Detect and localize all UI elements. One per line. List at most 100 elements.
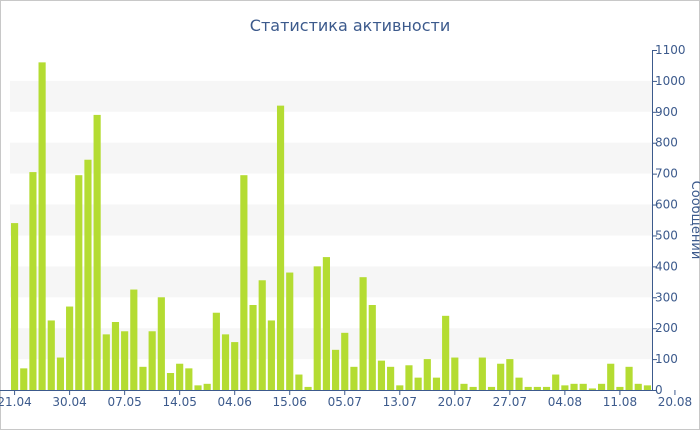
- y-tick-label: 300: [655, 290, 678, 304]
- bar: [75, 175, 83, 390]
- bar: [212, 312, 220, 390]
- bar: [276, 105, 285, 391]
- bar: [295, 374, 303, 390]
- bar: [231, 342, 239, 390]
- bar: [359, 277, 367, 390]
- grid-band: [10, 204, 652, 236]
- y-tick-label: 400: [655, 259, 678, 273]
- bar: [47, 320, 55, 390]
- bar: [451, 357, 459, 390]
- bar: [616, 386, 624, 390]
- bar: [506, 359, 514, 390]
- bar: [249, 305, 257, 390]
- y-tick-label: 700: [655, 167, 678, 181]
- x-tick-label: 27.07: [493, 395, 527, 409]
- bar: [332, 349, 340, 390]
- bar: [203, 383, 211, 390]
- bar: [139, 366, 147, 390]
- bar: [267, 320, 275, 390]
- bars-group: [11, 62, 651, 391]
- x-tick-label: 11.08: [603, 395, 637, 409]
- bar: [515, 377, 523, 390]
- bar: [588, 388, 596, 390]
- y-tick-label: 0: [655, 383, 663, 397]
- bar: [423, 359, 431, 390]
- y-tick-label: 1100: [655, 43, 686, 57]
- bar: [93, 114, 101, 390]
- grid-bands: [10, 80, 652, 360]
- bar: [176, 363, 184, 390]
- x-tick-label: 04.06: [218, 395, 252, 409]
- bar: [643, 385, 651, 390]
- bar: [286, 272, 294, 390]
- y-tick-label: 800: [655, 136, 678, 150]
- bar: [240, 175, 248, 390]
- bar: [350, 366, 358, 390]
- x-tick-label: 13.07: [383, 395, 417, 409]
- y-tick-label: 200: [655, 321, 678, 335]
- bar: [625, 366, 633, 390]
- bar: [20, 368, 28, 390]
- bar: [313, 266, 321, 390]
- bar: [396, 385, 404, 390]
- y-tick-label: 100: [655, 352, 678, 366]
- x-tick-label: 21.04: [0, 395, 32, 409]
- bar: [341, 332, 349, 390]
- y-tick-label: 1000: [655, 74, 686, 88]
- bar: [469, 386, 477, 390]
- bar: [442, 315, 450, 390]
- chart-title: Статистика активности: [250, 16, 450, 35]
- x-tick-label: 07.05: [107, 395, 141, 409]
- bar: [414, 377, 422, 390]
- bar: [38, 62, 46, 390]
- bar: [460, 383, 468, 390]
- bar: [102, 334, 110, 390]
- bar: [194, 385, 202, 390]
- x-tick-label: 04.08: [548, 395, 582, 409]
- bar: [533, 386, 541, 390]
- bar: [84, 159, 92, 390]
- bar: [29, 172, 37, 390]
- y-axis-title: Сообщений: [688, 181, 700, 260]
- x-tick-label: 15.06: [273, 395, 307, 409]
- y-tick-label: 600: [655, 198, 678, 212]
- x-tick-label: 30.04: [52, 395, 86, 409]
- x-tick-label: 05.07: [328, 395, 362, 409]
- bar: [497, 363, 505, 390]
- y-axis-ticks: 0 100 200 300 400 500 600 700 800 900 1000 1100: [652, 43, 686, 397]
- grid-band: [10, 266, 652, 298]
- bar: [66, 306, 74, 390]
- bar: [11, 223, 19, 390]
- bar: [368, 305, 376, 390]
- bar: [322, 257, 330, 390]
- bar: [166, 373, 175, 390]
- bar: [561, 385, 569, 390]
- x-tick-label: 20.08: [658, 395, 692, 409]
- bar: [634, 383, 642, 390]
- bar: [377, 360, 386, 390]
- bar: [579, 383, 587, 390]
- bar: [570, 383, 578, 390]
- bar: [304, 386, 312, 390]
- grid-band: [10, 80, 652, 112]
- bar: [111, 322, 120, 390]
- bar: [542, 386, 551, 390]
- x-tick-label: 20.07: [438, 395, 472, 409]
- bar: [552, 374, 560, 390]
- grid-band: [10, 142, 652, 174]
- bar: [221, 334, 230, 390]
- bar: [387, 366, 395, 390]
- bar: [478, 357, 486, 390]
- x-axis-ticks: 21.04 30.04 07.05 14.05 04.06 15.06 05.07 13.07…: [0, 390, 692, 409]
- bar: [432, 377, 441, 390]
- bar: [56, 357, 65, 390]
- bar: [121, 331, 129, 390]
- y-tick-label: 900: [655, 105, 678, 119]
- bar: [405, 365, 413, 390]
- bar: [607, 363, 615, 390]
- y-tick-label: 500: [655, 228, 678, 242]
- bar: [157, 297, 165, 390]
- bar: [258, 280, 266, 390]
- bar: [487, 386, 496, 390]
- bar: [148, 331, 156, 390]
